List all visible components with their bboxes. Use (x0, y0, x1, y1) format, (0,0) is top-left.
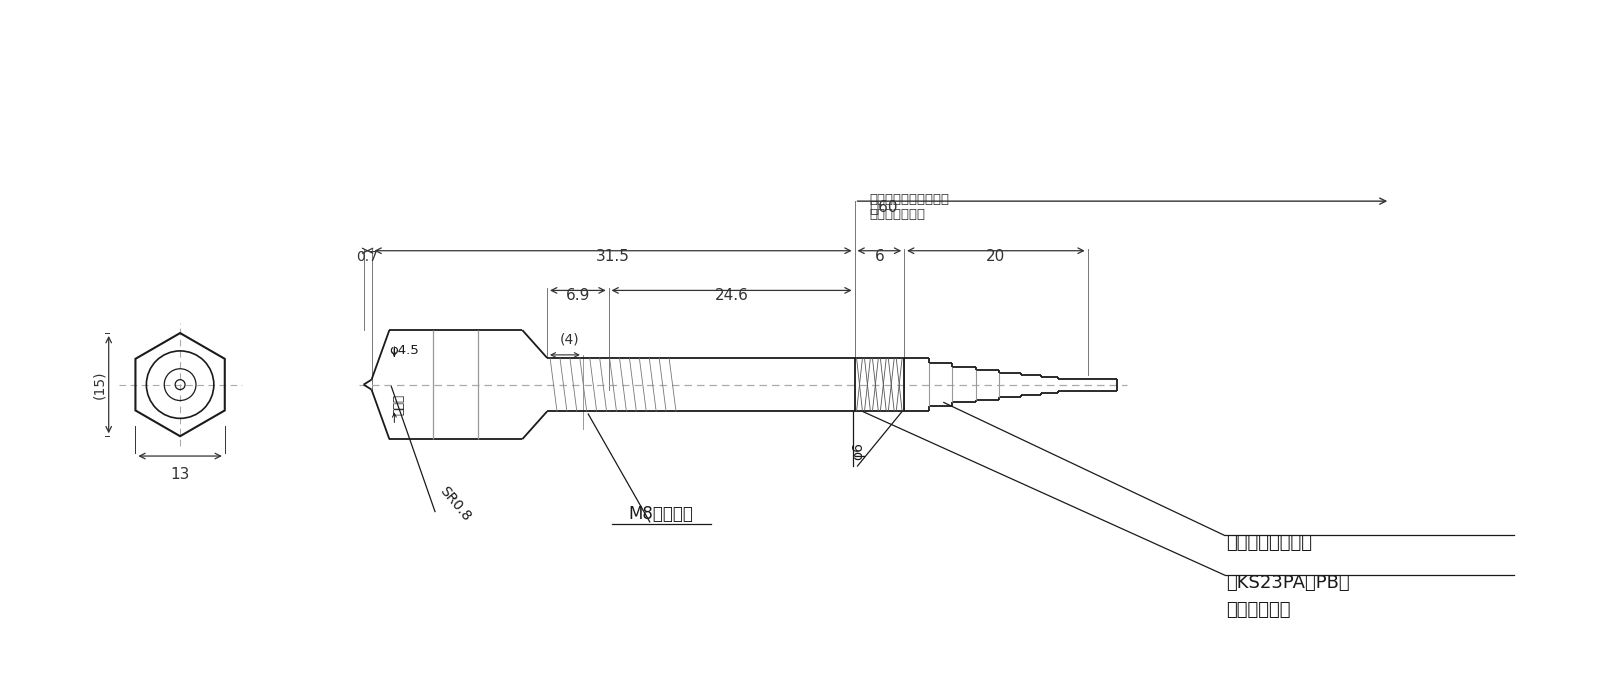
Text: φ6: φ6 (851, 442, 866, 460)
Text: 13: 13 (171, 467, 190, 482)
Text: 0.7: 0.7 (357, 250, 379, 264)
Text: (15): (15) (91, 371, 106, 399)
Text: 絀60: 絀60 (869, 199, 898, 214)
Text: M8（並目）: M8（並目） (629, 505, 693, 524)
Text: 6.9: 6.9 (566, 288, 590, 303)
Text: カートリッジ取外しに
要するスペース: カートリッジ取外しに 要するスペース (869, 193, 949, 221)
Text: 6: 6 (875, 249, 885, 264)
Text: （KS23PA／PB）: （KS23PA／PB） (1227, 574, 1350, 592)
Text: 平面部: 平面部 (394, 394, 406, 415)
Text: SR0.8: SR0.8 (437, 483, 474, 524)
Text: 24.6: 24.6 (715, 288, 749, 303)
Text: コードプロテクタ: コードプロテクタ (1227, 534, 1312, 552)
Text: 20: 20 (986, 249, 1005, 264)
Text: カートリッジ: カートリッジ (1227, 600, 1291, 619)
Text: (4): (4) (560, 333, 579, 347)
Text: φ4.5: φ4.5 (389, 344, 419, 357)
Text: 31.5: 31.5 (597, 249, 630, 264)
